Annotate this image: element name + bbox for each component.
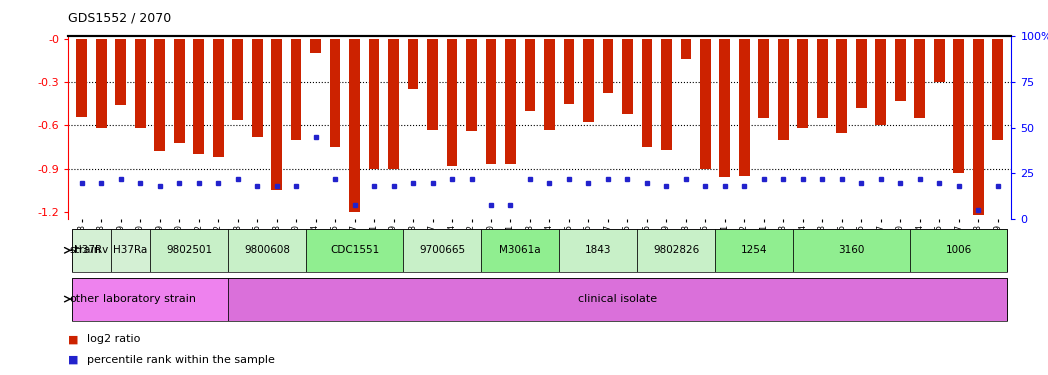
Bar [193,39,204,154]
Text: GDS1552 / 2070: GDS1552 / 2070 [68,11,172,24]
Bar [466,39,477,131]
Bar [875,39,887,125]
Bar [271,39,282,190]
Text: 9802826: 9802826 [653,245,699,255]
Bar [720,39,730,177]
Bar [388,39,399,169]
Bar [954,39,964,173]
Bar [992,39,1003,140]
Bar [623,39,633,114]
Text: strain: strain [69,245,101,255]
Bar [914,39,925,118]
Bar [759,39,769,118]
Bar [233,39,243,120]
Bar [544,39,554,130]
Bar [715,229,793,272]
Bar [481,229,560,272]
Bar [560,229,637,272]
Bar [680,39,692,59]
Bar [213,39,223,157]
Bar [252,39,262,137]
Bar [973,39,984,215]
Text: 9800608: 9800608 [244,245,290,255]
Bar [485,39,497,164]
Text: H37Ra: H37Ra [113,245,148,255]
Bar [111,229,150,272]
Bar [700,39,711,169]
Text: ■: ■ [68,334,79,344]
Bar [408,39,418,89]
Bar [174,39,184,143]
Text: 3160: 3160 [838,245,865,255]
Bar [564,39,574,104]
Text: CDC1551: CDC1551 [330,245,379,255]
Text: 1006: 1006 [945,245,971,255]
Bar [583,39,594,122]
Bar [798,39,808,128]
Bar [778,39,789,140]
Bar [895,39,905,101]
Bar [115,39,126,105]
Bar [856,39,867,108]
Text: clinical isolate: clinical isolate [578,294,657,304]
Bar [95,39,107,128]
Text: percentile rank within the sample: percentile rank within the sample [87,355,275,365]
Text: other: other [69,294,99,304]
Bar [72,229,111,272]
Bar [525,39,536,111]
Bar [330,39,341,147]
Text: 1254: 1254 [741,245,767,255]
Bar [150,229,227,272]
Bar [793,229,910,272]
Text: ■: ■ [68,355,79,365]
Bar [403,229,481,272]
Text: 9700665: 9700665 [419,245,465,255]
Text: M3061a: M3061a [500,245,541,255]
Bar [641,39,652,147]
Bar [817,39,828,118]
Bar [310,39,321,53]
Bar [661,39,672,150]
Bar [910,229,1007,272]
Bar [369,39,379,169]
Text: 1843: 1843 [585,245,611,255]
Bar [428,39,438,130]
Bar [739,39,749,176]
Text: log2 ratio: log2 ratio [87,334,140,344]
Text: laboratory strain: laboratory strain [104,294,196,304]
Bar [135,39,146,128]
Bar [72,278,227,321]
Text: H37Rv: H37Rv [74,245,109,255]
Bar [154,39,166,152]
Bar [934,39,944,82]
Bar [227,229,306,272]
Bar [603,39,613,93]
Bar [446,39,457,166]
Bar [306,229,403,272]
Bar [637,229,715,272]
Bar [227,278,1007,321]
Bar [349,39,359,212]
Text: 9802501: 9802501 [166,245,212,255]
Bar [836,39,847,133]
Bar [290,39,302,140]
Bar [77,39,87,117]
Bar [505,39,516,164]
